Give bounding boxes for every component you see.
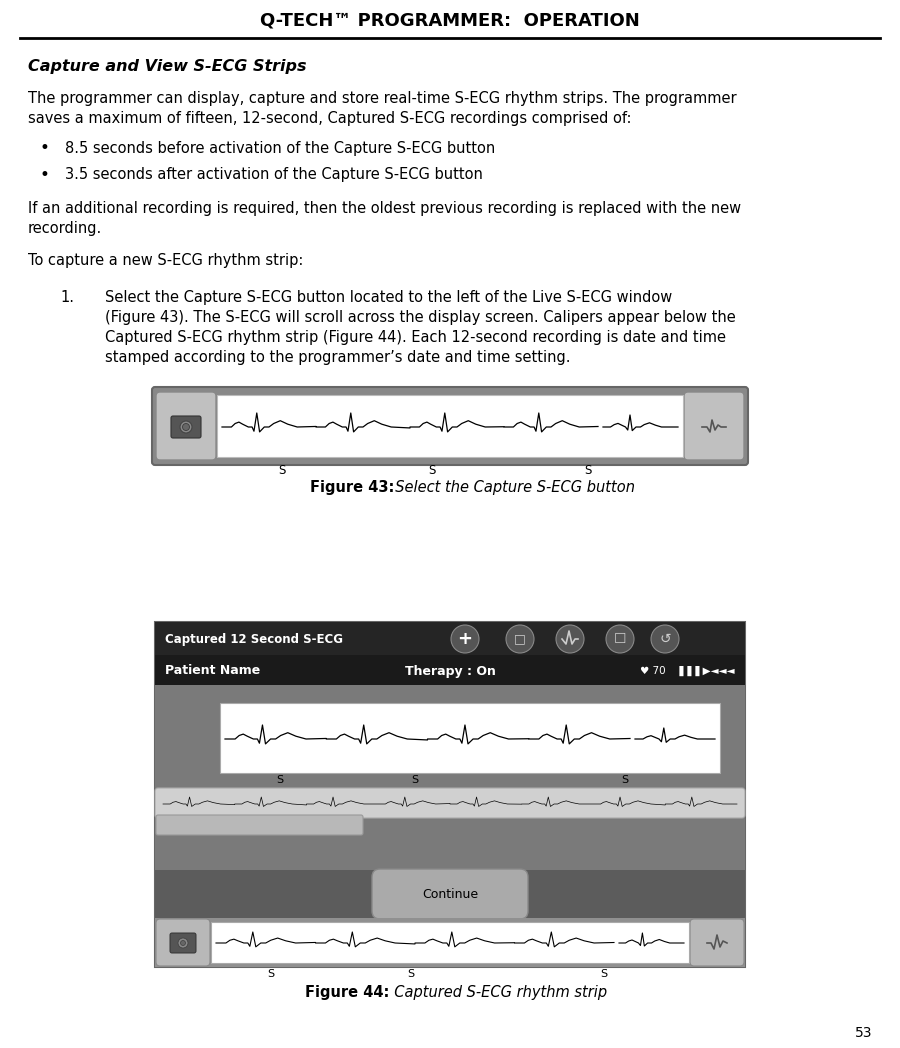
Text: Select the Capture S-ECG button located to the left of the Live S-ECG window: Select the Capture S-ECG button located …: [105, 290, 672, 305]
Text: stamped according to the programmer’s date and time setting.: stamped according to the programmer’s da…: [105, 350, 571, 365]
Circle shape: [451, 625, 479, 653]
Bar: [217, 395, 683, 457]
Text: 1.: 1.: [60, 290, 74, 305]
Text: Therapy : On: Therapy : On: [405, 664, 495, 677]
FancyBboxPatch shape: [155, 788, 745, 818]
Text: Captured S-ECG rhythm strip (Figure 44). Each 12-second recording is date and ti: Captured S-ECG rhythm strip (Figure 44).…: [105, 330, 726, 345]
Text: 8.5 seconds before activation of the Capture S-ECG button: 8.5 seconds before activation of the Cap…: [65, 140, 495, 155]
Circle shape: [181, 940, 185, 945]
FancyBboxPatch shape: [156, 392, 216, 460]
Text: recording.: recording.: [28, 220, 103, 236]
Text: Captured 12 Second S-ECG: Captured 12 Second S-ECG: [165, 633, 343, 646]
FancyBboxPatch shape: [152, 387, 748, 465]
Text: •: •: [40, 166, 50, 184]
Text: To capture a new S-ECG rhythm strip:: To capture a new S-ECG rhythm strip:: [28, 253, 303, 267]
FancyBboxPatch shape: [171, 416, 201, 438]
Bar: [155, 685, 745, 870]
Circle shape: [506, 625, 534, 653]
Text: □: □: [514, 633, 526, 646]
Text: S: S: [278, 464, 285, 477]
Text: 53: 53: [854, 1026, 872, 1040]
Bar: [155, 623, 745, 967]
Text: saves a maximum of fifteen, 12-second, Captured S-ECG recordings comprised of:: saves a maximum of fifteen, 12-second, C…: [28, 110, 632, 126]
Text: S: S: [621, 776, 628, 785]
Text: S: S: [428, 464, 436, 477]
Text: 3.5 seconds after activation of the Capture S-ECG button: 3.5 seconds after activation of the Capt…: [65, 168, 483, 182]
Text: Continue: Continue: [422, 889, 478, 901]
Text: Figure 43:: Figure 43:: [310, 480, 394, 495]
Bar: [220, 703, 720, 773]
Text: S: S: [600, 969, 608, 979]
Text: Captured S-ECG rhythm strip: Captured S-ECG rhythm strip: [385, 985, 608, 1000]
FancyBboxPatch shape: [156, 919, 210, 966]
FancyBboxPatch shape: [170, 933, 196, 953]
Bar: [155, 918, 745, 967]
Bar: [155, 870, 745, 918]
Circle shape: [651, 625, 679, 653]
Text: Select the Capture S-ECG button: Select the Capture S-ECG button: [386, 480, 635, 495]
Text: •: •: [40, 139, 50, 157]
FancyBboxPatch shape: [156, 815, 363, 835]
Text: S: S: [276, 776, 284, 785]
Bar: [155, 623, 745, 655]
Text: S: S: [411, 776, 418, 785]
Text: Patient Name: Patient Name: [165, 664, 260, 677]
Text: ♥ 70   ▐▐▐ ▶◄◄◄: ♥ 70 ▐▐▐ ▶◄◄◄: [641, 665, 735, 676]
Bar: [155, 655, 745, 685]
Text: ☐: ☐: [614, 632, 626, 646]
Bar: [211, 922, 689, 963]
Text: S: S: [408, 969, 415, 979]
Circle shape: [178, 938, 188, 948]
Text: If an additional recording is required, then the oldest previous recording is re: If an additional recording is required, …: [28, 200, 741, 216]
Text: ↺: ↺: [659, 632, 670, 646]
Text: The programmer can display, capture and store real-time S-ECG rhythm strips. The: The programmer can display, capture and …: [28, 90, 736, 106]
Text: Q-TECH™ PROGRAMMER:  OPERATION: Q-TECH™ PROGRAMMER: OPERATION: [260, 10, 640, 29]
Text: S: S: [584, 464, 591, 477]
Text: Capture and View S-ECG Strips: Capture and View S-ECG Strips: [28, 60, 307, 74]
FancyBboxPatch shape: [372, 869, 528, 919]
FancyBboxPatch shape: [690, 919, 744, 966]
Text: (Figure 43). The S-ECG will scroll across the display screen. Calipers appear be: (Figure 43). The S-ECG will scroll acros…: [105, 310, 736, 325]
Text: +: +: [457, 630, 472, 648]
Circle shape: [183, 423, 190, 431]
Text: S: S: [267, 969, 274, 979]
Text: Figure 44:: Figure 44:: [305, 985, 390, 1000]
Circle shape: [556, 625, 584, 653]
Circle shape: [606, 625, 634, 653]
FancyBboxPatch shape: [684, 392, 744, 460]
Circle shape: [180, 421, 192, 433]
